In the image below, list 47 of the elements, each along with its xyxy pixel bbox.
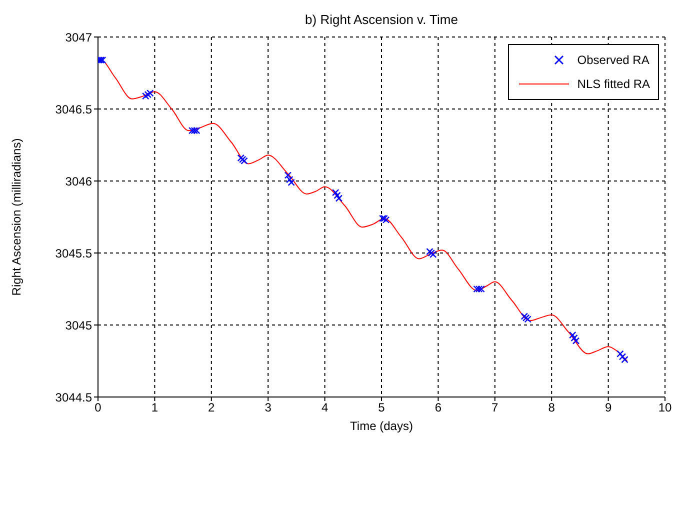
legend-label: Observed RA	[577, 53, 650, 67]
x-tick-label: 1	[151, 400, 158, 415]
x-tick-label: 8	[548, 400, 556, 415]
point	[144, 91, 152, 98]
y-tick-label: 3046	[65, 174, 92, 188]
point	[240, 157, 248, 164]
point	[475, 285, 483, 293]
point	[382, 216, 390, 224]
point	[237, 154, 244, 162]
point	[146, 90, 154, 97]
point	[284, 172, 292, 179]
point	[618, 353, 626, 360]
x-tick-label: 5	[378, 400, 386, 415]
point	[286, 176, 294, 184]
point	[332, 188, 340, 196]
point	[572, 337, 580, 344]
x-tick-label: 10	[658, 400, 672, 415]
x-tick-label: 6	[434, 400, 442, 415]
point	[524, 316, 532, 323]
point	[98, 56, 106, 64]
point	[190, 127, 198, 134]
point	[522, 314, 530, 322]
point	[568, 331, 576, 339]
y-tick-label: 3046.5	[55, 102, 92, 116]
point	[621, 356, 628, 364]
point	[335, 194, 343, 202]
point	[520, 312, 528, 320]
y-axis-title: Right Ascension (milliradians)	[9, 138, 24, 296]
chart-title: b) Right Ascension v. Time	[304, 12, 459, 27]
x-tick-label: 4	[321, 400, 328, 415]
x-tick-label: 7	[492, 400, 499, 415]
x-tick-label: 3	[264, 400, 272, 415]
x-tick-label: 9	[604, 400, 612, 415]
x-axis-title: Time (days)	[350, 419, 413, 433]
point	[334, 192, 341, 199]
y-tick-label: 3044.5	[55, 390, 92, 404]
y-tick-label: 3045	[65, 318, 92, 332]
y-tick-label: 3047	[65, 30, 92, 44]
x-tick-label: 0	[94, 400, 102, 415]
point	[288, 178, 295, 186]
x-tick-label: 2	[208, 400, 216, 415]
point	[238, 156, 246, 163]
point	[429, 250, 437, 258]
y-tick-label: 3045.5	[55, 246, 92, 260]
point	[616, 350, 624, 358]
legend-label: NLS fitted RA	[577, 77, 650, 91]
point	[570, 334, 578, 342]
